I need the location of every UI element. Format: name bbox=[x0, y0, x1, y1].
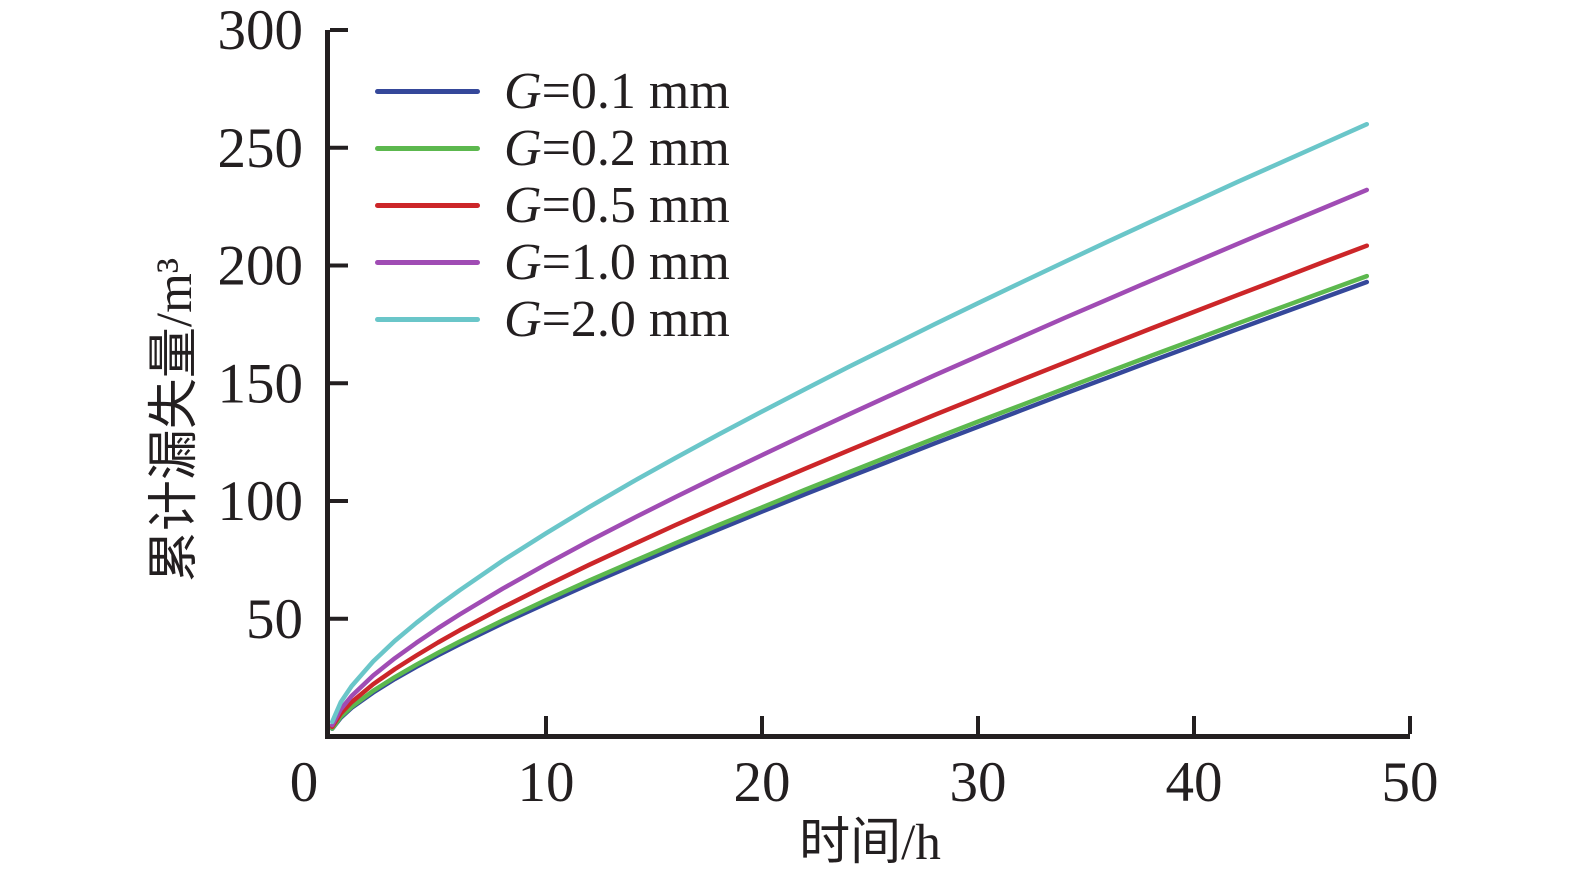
legend-item: G=0.5 mm bbox=[375, 177, 730, 234]
series-line-1 bbox=[329, 273, 1370, 731]
y-tick-label: 100 bbox=[218, 470, 304, 533]
y-tick-label: 250 bbox=[218, 117, 304, 180]
plot-area bbox=[329, 121, 1370, 731]
x-tick-label: 30 bbox=[950, 751, 1007, 814]
legend-line-swatch bbox=[375, 203, 480, 208]
legend-label: G=0.5 mm bbox=[504, 177, 730, 234]
series-line-2 bbox=[329, 243, 1370, 730]
x-tick-label: 10 bbox=[518, 751, 575, 814]
legend-label: G=0.1 mm bbox=[504, 63, 730, 120]
legend-item: G=0.1 mm bbox=[375, 63, 730, 120]
x-tick-label: 0 bbox=[290, 751, 319, 814]
x-tick-label: 50 bbox=[1382, 751, 1439, 814]
legend-line-swatch bbox=[375, 89, 480, 94]
axis-spines bbox=[325, 30, 1410, 739]
legend-item: G=2.0 mm bbox=[375, 291, 730, 348]
legend-item: G=0.2 mm bbox=[375, 120, 730, 177]
legend-label: G=0.2 mm bbox=[504, 120, 730, 177]
legend: G=0.1 mm G=0.2 mm G=0.5 mm G=1.0 mm G=2.… bbox=[375, 63, 730, 348]
y-axis-ticks: 50 100 150 200 250 300 bbox=[218, 0, 348, 651]
y-tick-label: 300 bbox=[218, 0, 304, 62]
series-line-4 bbox=[329, 121, 1370, 725]
x-tick-label: 40 bbox=[1166, 751, 1223, 814]
series-line-0 bbox=[329, 279, 1370, 731]
y-tick-label: 150 bbox=[218, 352, 304, 415]
legend-line-swatch bbox=[375, 146, 480, 151]
x-tick-label: 20 bbox=[734, 751, 791, 814]
x-axis-label: 时间/h bbox=[799, 815, 941, 871]
y-tick-label: 50 bbox=[246, 588, 303, 651]
legend-label: G=1.0 mm bbox=[504, 234, 730, 291]
y-axis-label: 累计漏失量/m³ bbox=[147, 258, 203, 582]
y-tick-label: 200 bbox=[218, 235, 304, 298]
legend-label: G=2.0 mm bbox=[504, 291, 730, 348]
legend-line-swatch bbox=[375, 317, 480, 322]
legend-line-swatch bbox=[375, 260, 480, 265]
x-axis-ticks: 0 10 20 30 40 50 bbox=[290, 716, 1439, 814]
legend-item: G=1.0 mm bbox=[375, 234, 730, 291]
series-line-3 bbox=[329, 187, 1370, 728]
